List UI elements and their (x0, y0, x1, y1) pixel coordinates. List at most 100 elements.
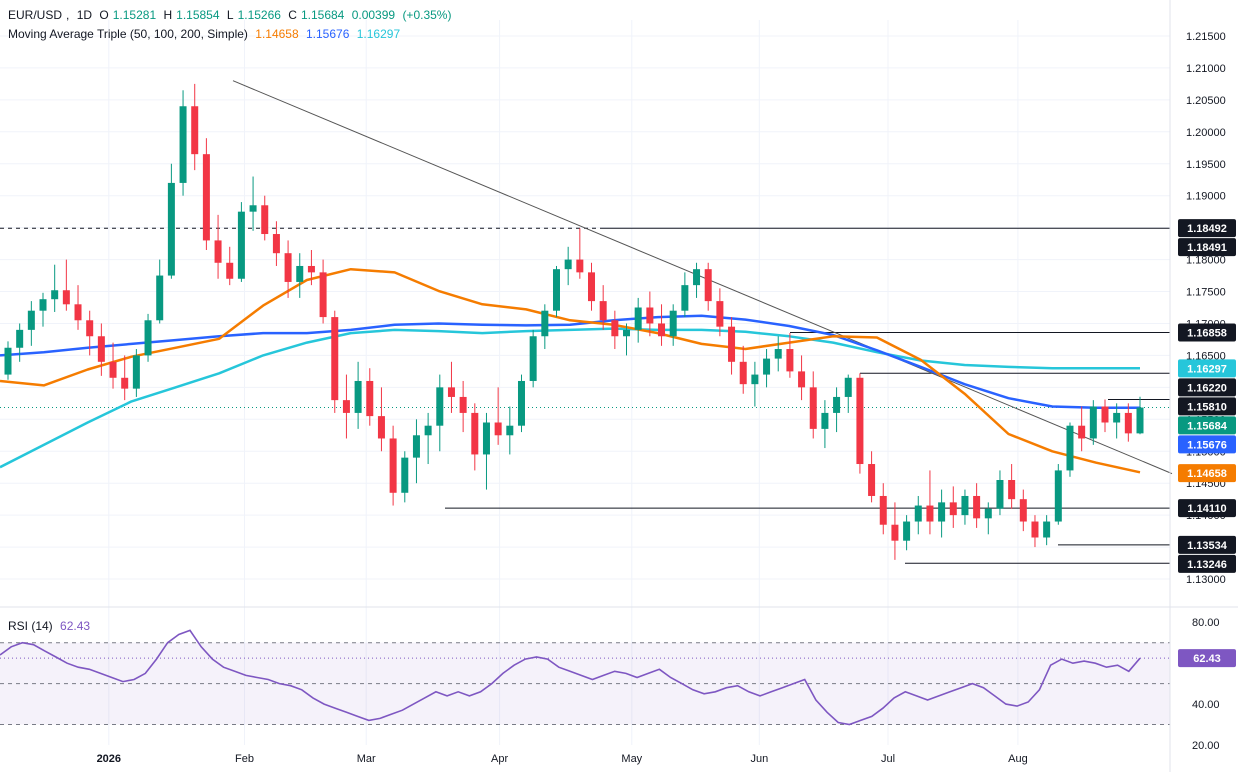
candle-body (833, 396, 841, 413)
candle-body (821, 412, 829, 429)
rsi-axis-label: 20.00 (1192, 740, 1220, 752)
close-label: C (288, 8, 297, 22)
low-label: L (226, 8, 234, 22)
symbol-interval[interactable]: 1D (76, 8, 93, 22)
candle-body (1113, 412, 1121, 423)
candle-body (1136, 407, 1144, 434)
ma50-line (0, 267, 1141, 474)
price-tag (1178, 359, 1236, 378)
trendline (232, 80, 1173, 475)
price-tag-text: 1.15810 (1187, 401, 1227, 413)
candle-body (249, 205, 257, 212)
candle-body (51, 290, 59, 300)
candle-body (179, 106, 187, 183)
candle-body (296, 265, 304, 282)
ma100-value: 1.15676 (306, 27, 350, 41)
price-axis-label: 1.20500 (1186, 95, 1226, 107)
low-value: 1.15266 (237, 8, 281, 22)
candle-body (856, 377, 864, 465)
candle-body (494, 422, 502, 436)
price-tag (1178, 323, 1236, 342)
candle-body (763, 358, 771, 375)
rsi-legend[interactable]: RSI (14) 62.43 (8, 619, 94, 633)
time-axis-label: 2026 (97, 753, 121, 765)
candle-body (471, 412, 479, 455)
candle-body (167, 182, 175, 276)
price-tag (1178, 435, 1236, 454)
open-label: O (99, 8, 109, 22)
candle-body (191, 106, 199, 155)
change-percent: (+0.35%) (402, 8, 452, 22)
candle-body (669, 310, 677, 337)
price-tag (1178, 378, 1236, 397)
candle-body (389, 438, 397, 493)
price-tag (1178, 535, 1236, 554)
price-tag-text: 1.16297 (1187, 363, 1227, 375)
candle-body (401, 457, 409, 493)
symbol-separator: , (66, 8, 70, 22)
candle-body (903, 521, 911, 541)
rsi-line (0, 629, 1141, 726)
candle-body (599, 301, 607, 321)
candle-body (1008, 480, 1016, 500)
candle-body (62, 290, 70, 305)
candle-body (623, 329, 631, 337)
price-tag-text: 1.14110 (1187, 503, 1226, 515)
candle-body (74, 304, 82, 321)
candle-body (202, 154, 210, 241)
change-value: 0.00399 (351, 8, 396, 22)
rsi-tag (1178, 649, 1236, 668)
candle-body (284, 253, 292, 282)
price-axis-label: 1.19500 (1186, 159, 1226, 171)
ma100-line (0, 314, 1140, 410)
candle-body (86, 320, 94, 337)
candle-body (1043, 521, 1051, 538)
candle-body (693, 269, 701, 286)
candle-body (704, 269, 712, 302)
price-tag-text: 1.13534 (1187, 540, 1228, 552)
candle-body (564, 259, 572, 270)
time-axis-label: May (621, 753, 642, 765)
candle-body (1019, 499, 1027, 522)
candle-body (541, 310, 549, 337)
candle-body (996, 480, 1004, 509)
price-tags: 62.43 1.18492 1.18491 1.16858 1.16297 1.16220… (1178, 219, 1236, 668)
price-tag (1178, 499, 1236, 518)
ohlc-legend: EUR/USD, 1D O 1.15281 H 1.15854 L 1.15266 C… (8, 8, 455, 22)
candle-body (97, 336, 105, 362)
rsi-axis-label: 80.00 (1192, 617, 1220, 629)
time-axis-label: Feb (235, 753, 254, 765)
horizontal-levels (0, 227, 1170, 564)
candle-body (1078, 425, 1086, 439)
candle-body (611, 320, 619, 337)
candle-body (1089, 406, 1097, 439)
price-tag-text: 1.14658 (1187, 468, 1227, 480)
time-axis-label: Jul (881, 753, 895, 765)
candle-body (517, 380, 525, 426)
price-tag (1178, 554, 1236, 573)
symbol-pair[interactable]: EUR/USD (8, 8, 63, 22)
price-tag-text: 1.15676 (1187, 439, 1227, 451)
price-axis-label: 1.19000 (1186, 191, 1226, 203)
candle-body (588, 272, 596, 302)
candle-body (214, 240, 222, 263)
candle-body (658, 323, 666, 337)
candle-body (144, 320, 152, 356)
candle-body (891, 524, 899, 541)
candle-body (728, 326, 736, 362)
time-axis-label: Aug (1008, 753, 1028, 765)
price-tag (1178, 416, 1236, 435)
ma200-line (0, 327, 1140, 469)
candle-body (681, 285, 689, 311)
rsi-legend-label: RSI (14) (8, 619, 53, 633)
candle-body (844, 377, 852, 397)
rsi-tag-text: 62.43 (1193, 653, 1221, 665)
candle-body (786, 349, 794, 372)
price-tag (1178, 464, 1236, 483)
ma-legend[interactable]: Moving Average Triple (50, 100, 200, Sim… (8, 27, 404, 41)
candles (4, 83, 1144, 560)
candle-body (39, 299, 47, 311)
candle-body (1101, 406, 1109, 423)
